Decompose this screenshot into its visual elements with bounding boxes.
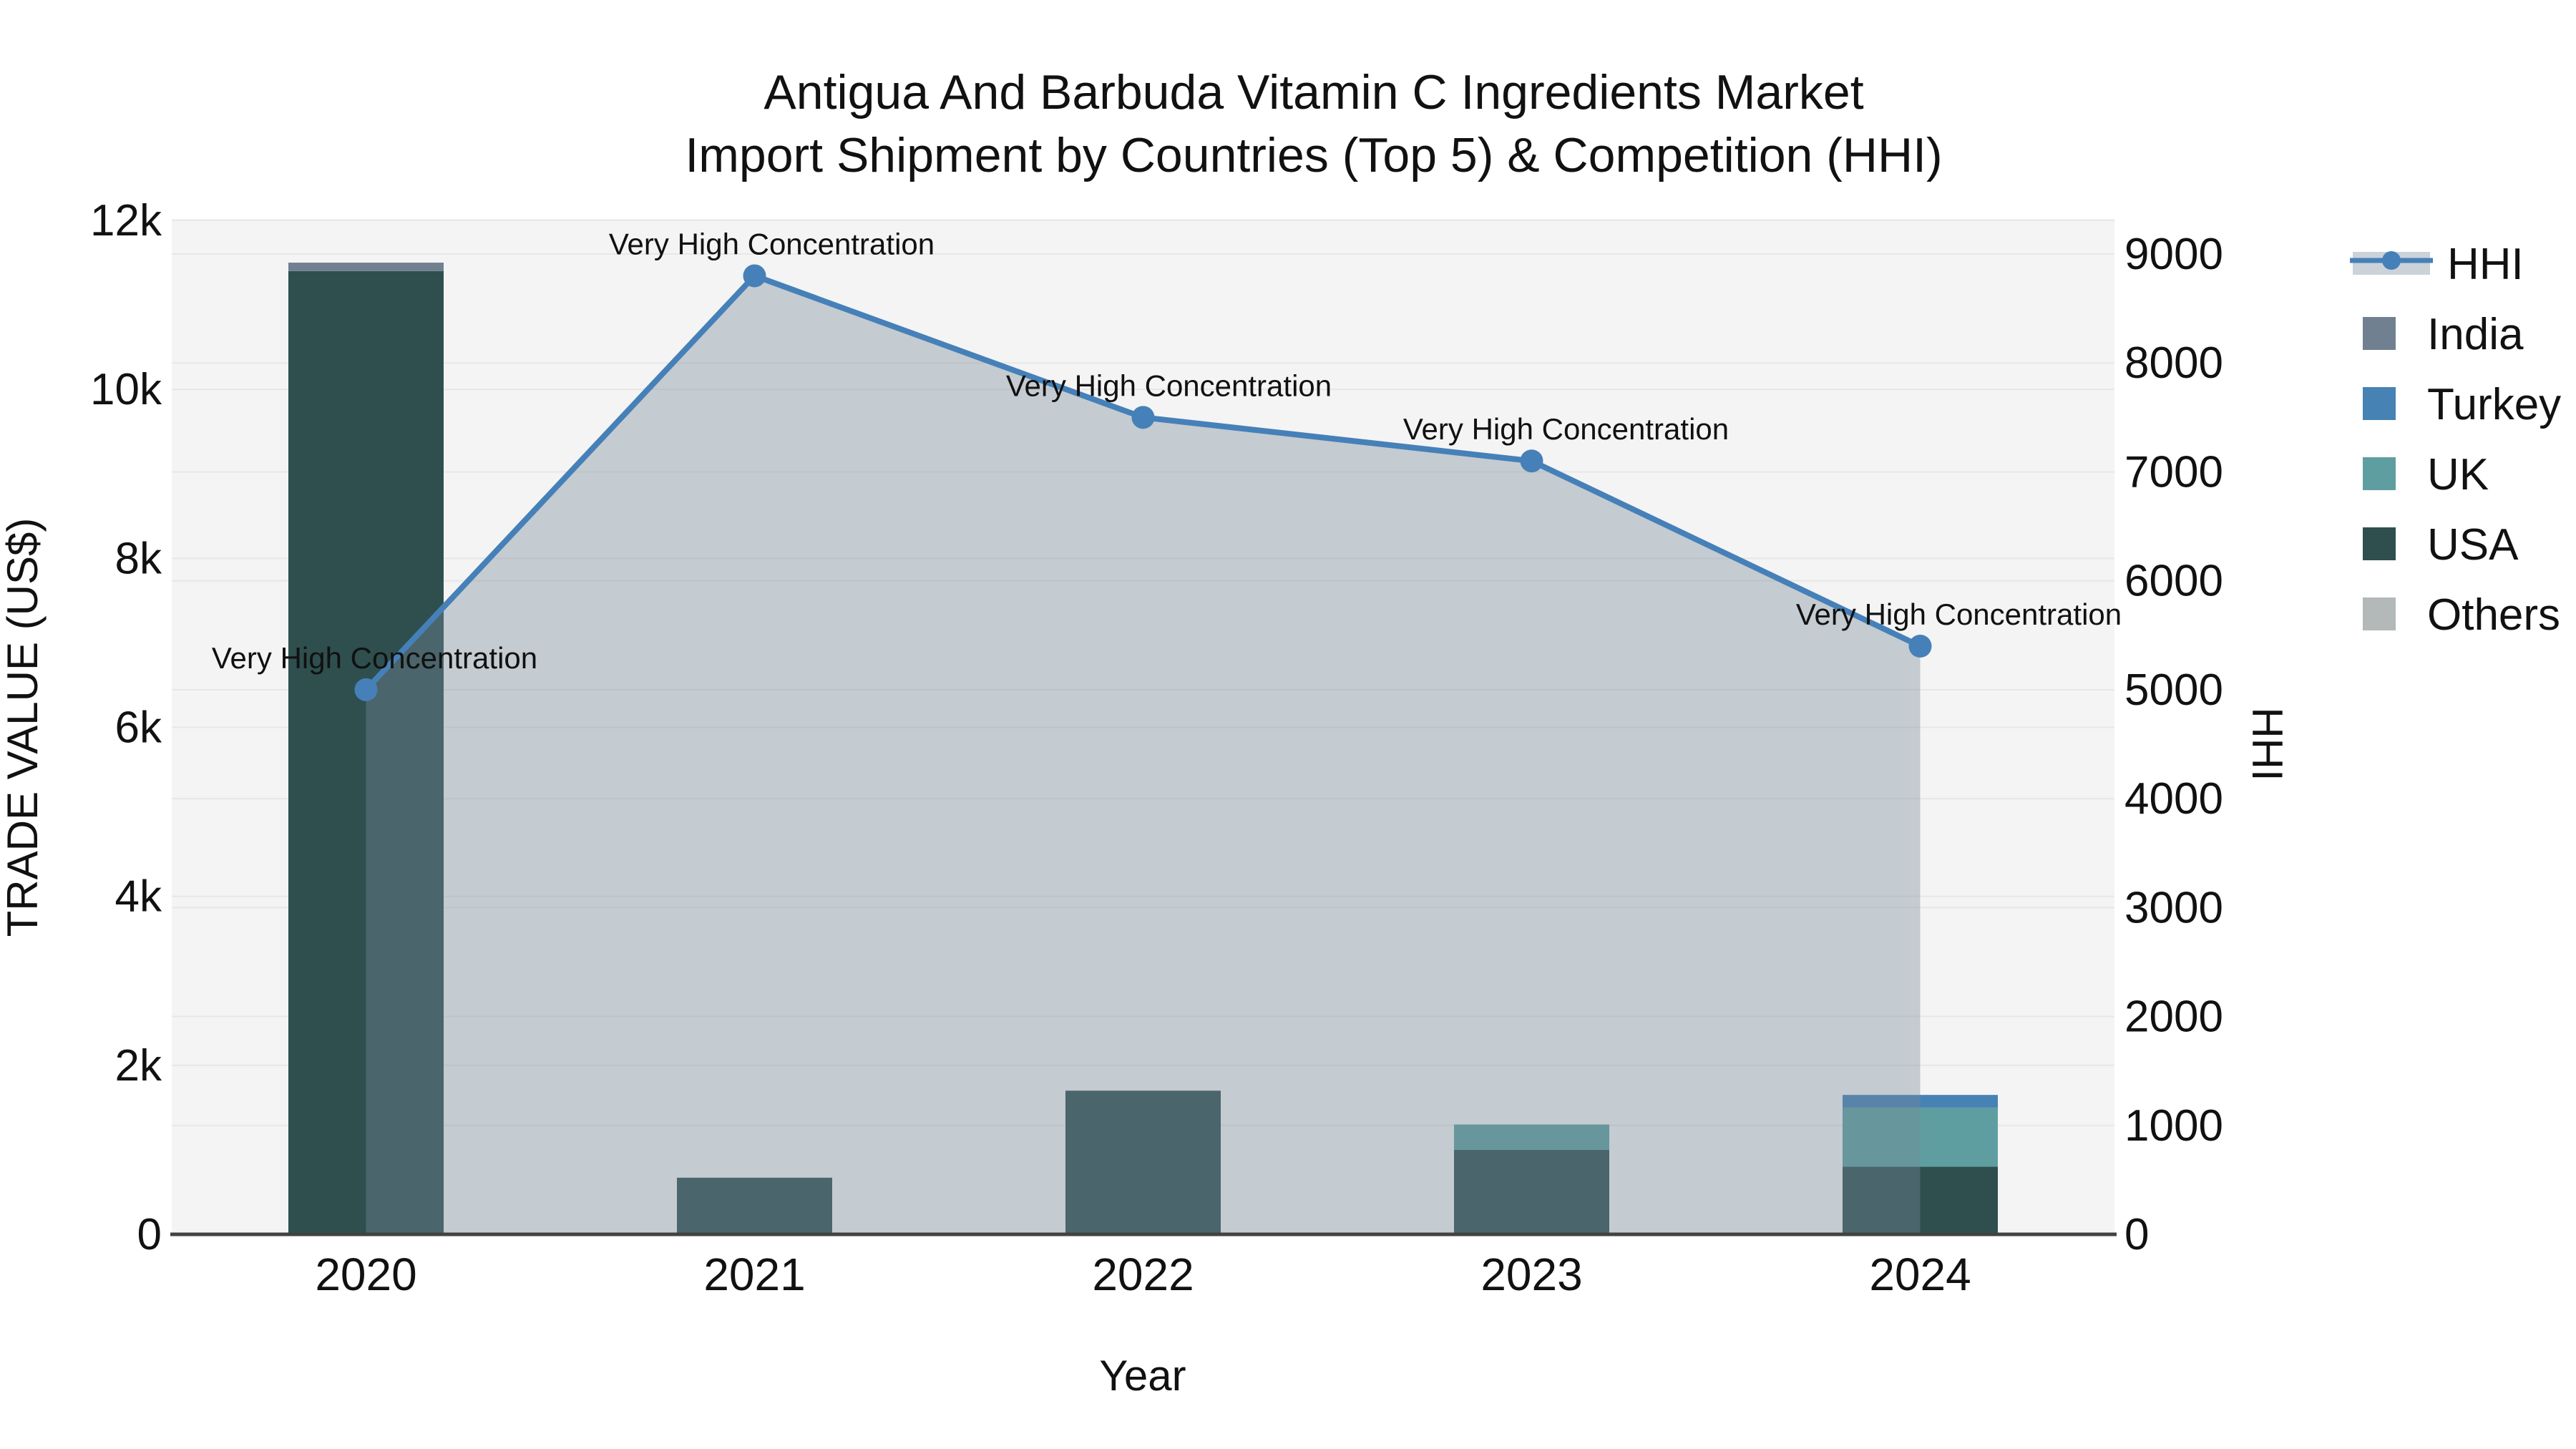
- hhi-marker-2023[interactable]: [1520, 449, 1543, 473]
- x-tick-2020: 2020: [315, 1249, 416, 1300]
- legend-label-others: Others: [2427, 590, 2560, 640]
- hhi-marker-2021[interactable]: [743, 264, 766, 288]
- bar-segment-usa-2023[interactable]: [1454, 1149, 1609, 1234]
- legend-swatch-usa: [2363, 527, 2396, 560]
- legend-swatch-uk: [2363, 457, 2396, 490]
- bar-segment-uk-2023[interactable]: [1454, 1124, 1609, 1150]
- legend-label-turkey: Turkey: [2427, 380, 2561, 429]
- y-left-tick-4k: 4k: [115, 872, 162, 922]
- annotation-2024: Very High Concentration: [1796, 597, 2122, 631]
- x-tick-2021: 2021: [703, 1249, 805, 1300]
- legend-label-hhi: HHI: [2447, 240, 2524, 289]
- y-left-tick-8k: 8k: [115, 534, 162, 583]
- y-right-tick-1000: 1000: [2124, 1101, 2223, 1151]
- legend-hhi-marker: [2382, 251, 2401, 270]
- y-right-tick-5000: 5000: [2124, 665, 2223, 715]
- bar-segment-turkey-2024[interactable]: [1843, 1095, 1998, 1108]
- x-tick-2024: 2024: [1869, 1249, 1971, 1300]
- x-tick-2022: 2022: [1092, 1249, 1194, 1300]
- hhi-marker-2022[interactable]: [1131, 406, 1155, 429]
- legend-swatch-others: [2363, 597, 2396, 630]
- legend-label-uk: UK: [2427, 450, 2489, 499]
- legend-swatch-turkey: [2363, 387, 2396, 420]
- annotation-2023: Very High Concentration: [1403, 412, 1729, 446]
- chart-title-line1: Antigua And Barbuda Vitamin C Ingredient…: [763, 65, 1863, 119]
- bar-segment-usa-2024[interactable]: [1843, 1166, 1998, 1234]
- hhi-marker-2024[interactable]: [1908, 635, 1932, 658]
- legend-item-usa[interactable]: USA: [2363, 520, 2519, 570]
- y-right-tick-3000: 3000: [2124, 883, 2223, 932]
- bar-segment-usa-2021[interactable]: [677, 1177, 832, 1234]
- y-right-axis-title: HHI: [2243, 707, 2291, 781]
- y-right-tick-4000: 4000: [2124, 774, 2223, 824]
- annotation-2020: Very High Concentration: [212, 641, 537, 675]
- y-right-tick-6000: 6000: [2124, 557, 2223, 606]
- hhi-marker-2020[interactable]: [354, 678, 378, 701]
- y-left-tick-6k: 6k: [115, 703, 162, 753]
- annotation-2021: Very High Concentration: [609, 227, 935, 260]
- y-left-tick-10k: 10k: [90, 365, 162, 414]
- legend-item-hhi[interactable]: HHI: [2350, 240, 2524, 289]
- legend-swatch-india: [2363, 317, 2396, 350]
- legend-label-usa: USA: [2427, 520, 2519, 570]
- bar-segment-usa-2020[interactable]: [288, 270, 444, 1235]
- bar-segment-india-2020[interactable]: [288, 263, 444, 271]
- x-tick-2023: 2023: [1480, 1249, 1582, 1300]
- y-left-tick-12k: 12k: [90, 196, 162, 245]
- legend-item-others[interactable]: Others: [2363, 590, 2560, 640]
- legend-item-india[interactable]: India: [2363, 310, 2524, 359]
- chart-title-line2: Import Shipment by Countries (Top 5) & C…: [685, 128, 1942, 182]
- bar-segment-usa-2022[interactable]: [1065, 1091, 1221, 1234]
- bar-segment-uk-2024[interactable]: [1843, 1107, 1998, 1167]
- y-right-tick-9000: 9000: [2124, 230, 2223, 279]
- legend-label-india: India: [2427, 310, 2524, 359]
- hhi-area: [366, 275, 1921, 1234]
- x-axis-title: Year: [1099, 1352, 1186, 1400]
- y-right-tick-2000: 2000: [2124, 992, 2223, 1042]
- annotation-2022: Very High Concentration: [1006, 369, 1332, 402]
- y-right-tick-0: 0: [2124, 1210, 2149, 1259]
- y-left-tick-0: 0: [137, 1210, 162, 1259]
- y-right-tick-8000: 8000: [2124, 338, 2223, 388]
- legend-item-turkey[interactable]: Turkey: [2363, 380, 2561, 429]
- y-left-axis-title: TRADE VALUE (US$): [0, 518, 47, 937]
- legend-item-uk[interactable]: UK: [2363, 450, 2489, 499]
- y-right-tick-7000: 7000: [2124, 447, 2223, 497]
- y-left-tick-2k: 2k: [115, 1041, 162, 1091]
